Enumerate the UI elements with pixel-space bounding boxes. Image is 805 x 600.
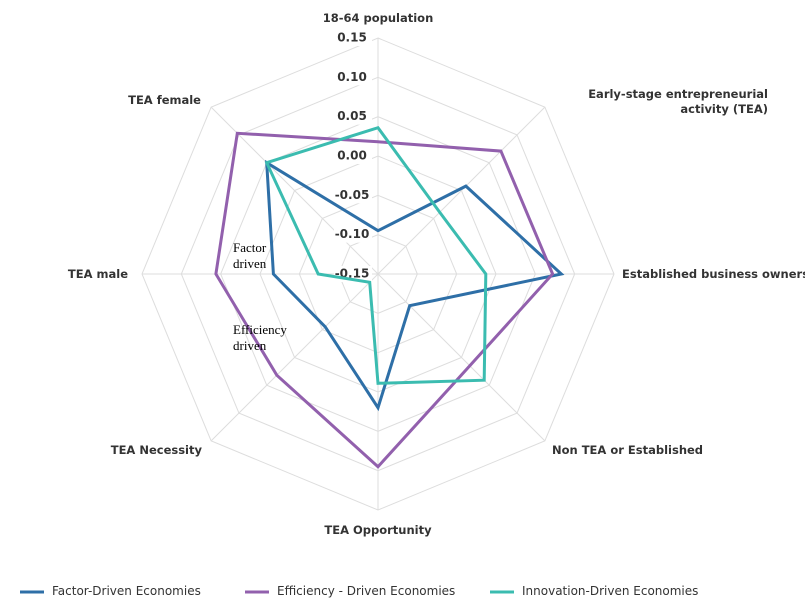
tick-bg (334, 30, 372, 46)
tick-bg (334, 108, 372, 125)
series-line (265, 159, 565, 412)
r-tick-label: 0.15 (337, 31, 367, 45)
axis-label: Non TEA or Established (552, 443, 704, 457)
r-tick-label: -0.10 (335, 227, 370, 241)
series-line (264, 125, 488, 385)
axis-label: Established business ownership (622, 267, 805, 281)
tick-bg (334, 148, 372, 164)
tick-bg (334, 187, 372, 204)
axis-label: TEA female (128, 93, 201, 107)
legend-label: Efficiency - Driven Economies (277, 584, 456, 598)
annotation: Efficiency driven (233, 322, 287, 353)
axis-label: TEA male (67, 267, 128, 281)
axis-spoke (210, 273, 379, 442)
series-line (214, 131, 555, 469)
axis-spoke (377, 106, 546, 275)
tick-bg (334, 69, 372, 86)
axis-label: TEA Necessity (110, 443, 202, 457)
r-tick-label: 0.00 (337, 149, 367, 163)
r-tick-label: 0.05 (337, 109, 367, 123)
axis-spoke (210, 106, 379, 275)
annotation: Factor driven (233, 240, 267, 271)
axis-label: Early-stage entrepreneurial activity (TE… (588, 87, 768, 116)
legend-label: Factor-Driven Economies (52, 584, 201, 598)
legend-label: Innovation-Driven Economies (522, 584, 699, 598)
axis-label: 18-64 population (322, 11, 434, 25)
axis-label: TEA Opportunity (324, 523, 432, 537)
tick-bg (334, 226, 372, 243)
r-tick-label: -0.05 (335, 188, 370, 202)
axis-spoke (377, 273, 546, 442)
r-tick-label: 0.10 (337, 70, 367, 84)
